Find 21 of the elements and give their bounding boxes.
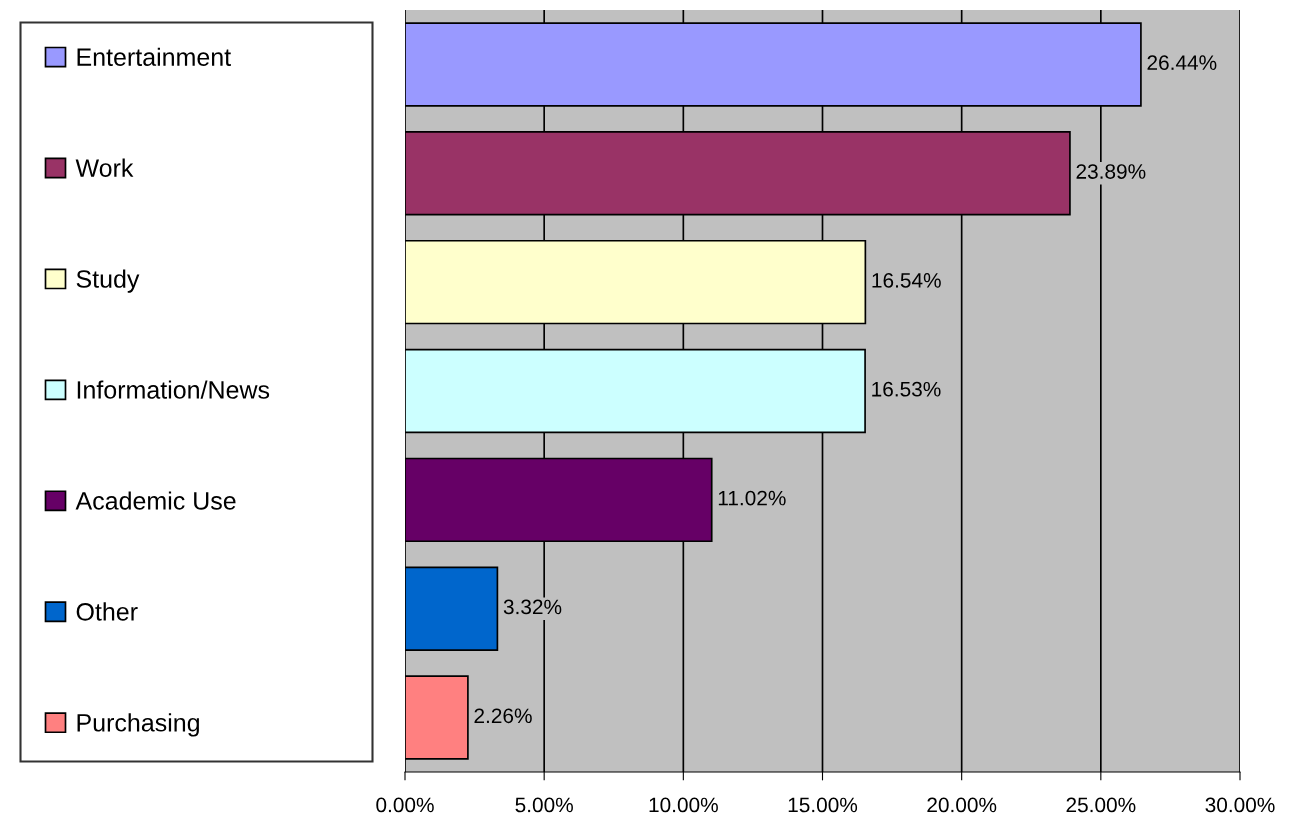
data-label: 16.54% bbox=[872, 272, 941, 288]
legend-label: Entertainment bbox=[77, 47, 231, 66]
x-tick-label: 5.00% bbox=[515, 797, 573, 813]
legend-label: Purchasing bbox=[77, 713, 199, 737]
x-tick-label: 20.00% bbox=[927, 797, 997, 813]
legend-label: Other bbox=[76, 602, 138, 621]
x-tick-label: 15.00% bbox=[788, 797, 858, 813]
data-label: 3.32% bbox=[503, 599, 562, 615]
data-label: 26.44% bbox=[1147, 55, 1217, 71]
x-tick-label: 0.00% bbox=[376, 797, 434, 813]
x-tick-label: 30.00% bbox=[1205, 797, 1275, 813]
data-label: 2.26% bbox=[474, 708, 532, 724]
data-label: 16.53% bbox=[872, 381, 941, 397]
data-label: 23.89% bbox=[1076, 164, 1146, 179]
x-tick-label: 25.00% bbox=[1066, 797, 1136, 813]
legend-label: Academic Use bbox=[75, 491, 236, 510]
legend-label: Study bbox=[76, 269, 140, 293]
data-label: 11.02% bbox=[718, 490, 786, 506]
legend-label: Work bbox=[75, 158, 134, 177]
legend-label: Information/News bbox=[77, 380, 270, 399]
x-tick-label: 10.00% bbox=[649, 797, 718, 813]
